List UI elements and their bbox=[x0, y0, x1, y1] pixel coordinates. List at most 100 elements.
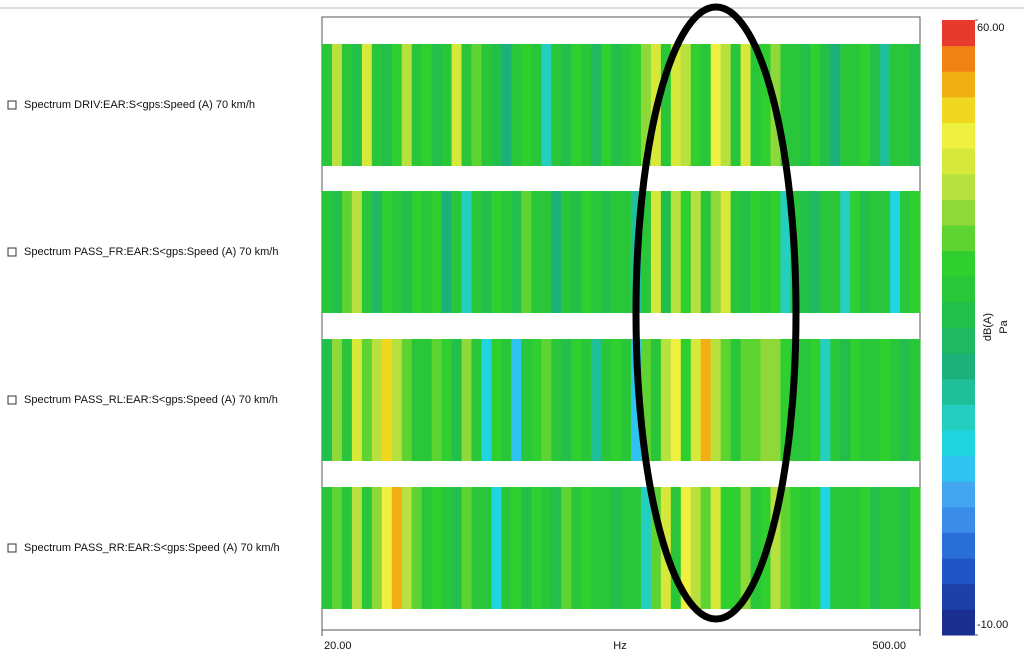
heat-stripe bbox=[461, 44, 473, 166]
heat-stripe bbox=[730, 191, 742, 313]
heat-stripe bbox=[830, 487, 841, 609]
heat-stripe bbox=[630, 44, 642, 166]
heat-stripe bbox=[830, 191, 841, 313]
heat-stripe bbox=[720, 487, 732, 609]
heat-stripe bbox=[381, 191, 393, 313]
heat-stripe bbox=[581, 487, 592, 609]
heat-stripe bbox=[441, 339, 453, 461]
colorbar-band bbox=[942, 583, 975, 610]
heat-stripe bbox=[331, 487, 343, 609]
colorbar-band bbox=[942, 71, 975, 98]
colorbar-band bbox=[942, 173, 975, 200]
heat-stripe bbox=[401, 191, 413, 313]
heat-stripe bbox=[501, 191, 512, 313]
heat-stripe bbox=[381, 487, 393, 609]
heat-stripe bbox=[322, 44, 333, 166]
heat-stripe bbox=[800, 487, 811, 609]
heat-stripe bbox=[601, 44, 612, 166]
heat-stripe bbox=[910, 339, 921, 461]
heat-stripe bbox=[521, 44, 532, 166]
heat-stripe bbox=[830, 44, 841, 166]
heat-stripe bbox=[451, 487, 463, 609]
heat-stripe bbox=[870, 191, 881, 313]
heat-stripe bbox=[840, 487, 851, 609]
heat-stripe bbox=[680, 44, 692, 166]
heat-stripe bbox=[461, 487, 473, 609]
heat-stripe bbox=[541, 44, 552, 166]
heat-stripe bbox=[690, 487, 702, 609]
heat-stripe bbox=[501, 44, 512, 166]
heat-stripe bbox=[621, 487, 632, 609]
heat-stripe bbox=[551, 191, 562, 313]
heat-stripe bbox=[401, 339, 413, 461]
heat-stripe bbox=[690, 339, 702, 461]
heat-stripe bbox=[591, 191, 602, 313]
heat-stripe bbox=[411, 191, 423, 313]
heat-stripe bbox=[441, 487, 453, 609]
heat-stripe bbox=[371, 191, 383, 313]
heat-stripe bbox=[820, 487, 831, 609]
heat-stripe bbox=[421, 487, 433, 609]
colorbar-label: dB(A) bbox=[982, 313, 994, 341]
heat-stripe bbox=[840, 191, 851, 313]
heat-stripe bbox=[551, 339, 562, 461]
checkbox[interactable] bbox=[7, 100, 17, 110]
heat-stripe bbox=[371, 487, 383, 609]
heat-stripe bbox=[640, 44, 652, 166]
heat-stripe bbox=[341, 44, 353, 166]
heat-stripe bbox=[441, 191, 453, 313]
heat-stripe bbox=[870, 339, 881, 461]
heat-stripe bbox=[591, 339, 602, 461]
heat-stripe bbox=[700, 44, 712, 166]
heat-stripe bbox=[630, 487, 642, 609]
heat-stripe bbox=[591, 44, 602, 166]
colorbar-band bbox=[942, 225, 975, 252]
colorbar-band bbox=[942, 353, 975, 380]
heat-stripe bbox=[521, 191, 532, 313]
colorbar-band bbox=[942, 199, 975, 226]
heat-stripe bbox=[331, 44, 343, 166]
heat-stripe bbox=[361, 44, 373, 166]
heat-stripe bbox=[840, 339, 851, 461]
heat-stripe bbox=[561, 191, 572, 313]
heat-stripe bbox=[800, 339, 811, 461]
heat-stripe bbox=[640, 191, 652, 313]
series-label: Spectrum DRIV:EAR:S<gps:Speed (A) 70 km/… bbox=[24, 99, 255, 111]
heat-stripe bbox=[601, 339, 612, 461]
heat-stripe bbox=[880, 44, 891, 166]
heat-stripe bbox=[650, 487, 662, 609]
series-label: Spectrum PASS_RL:EAR:S<gps:Speed (A) 70 … bbox=[24, 394, 278, 406]
heat-stripe bbox=[371, 339, 383, 461]
checkbox[interactable] bbox=[7, 543, 17, 553]
heat-stripe bbox=[910, 44, 921, 166]
heat-stripe bbox=[910, 487, 921, 609]
heat-stripe bbox=[581, 44, 592, 166]
heat-stripe bbox=[581, 339, 592, 461]
checkbox[interactable] bbox=[7, 395, 17, 405]
colorbar-band bbox=[942, 430, 975, 457]
heat-stripe bbox=[640, 339, 652, 461]
heat-stripe bbox=[650, 339, 662, 461]
colorbar-band bbox=[942, 404, 975, 431]
heat-stripe bbox=[571, 487, 582, 609]
heat-stripe bbox=[840, 44, 851, 166]
colorbar-band bbox=[942, 532, 975, 559]
heat-stripe bbox=[391, 191, 403, 313]
checkbox[interactable] bbox=[7, 247, 17, 257]
heat-stripe bbox=[571, 191, 582, 313]
heat-stripe bbox=[571, 44, 582, 166]
heat-stripe bbox=[770, 191, 782, 313]
heat-stripe bbox=[870, 44, 881, 166]
colorbar-band bbox=[942, 20, 975, 47]
colorbar-band bbox=[942, 378, 975, 405]
heat-stripe bbox=[860, 191, 871, 313]
heat-stripe bbox=[740, 487, 752, 609]
heat-stripe bbox=[511, 191, 522, 313]
heat-stripe bbox=[680, 339, 692, 461]
heat-stripe bbox=[710, 339, 722, 461]
heat-stripe bbox=[322, 191, 333, 313]
highlight-ellipse bbox=[632, 3, 800, 623]
heat-stripe bbox=[421, 191, 433, 313]
colorbar-band bbox=[942, 481, 975, 508]
colorbar-band bbox=[942, 148, 975, 175]
